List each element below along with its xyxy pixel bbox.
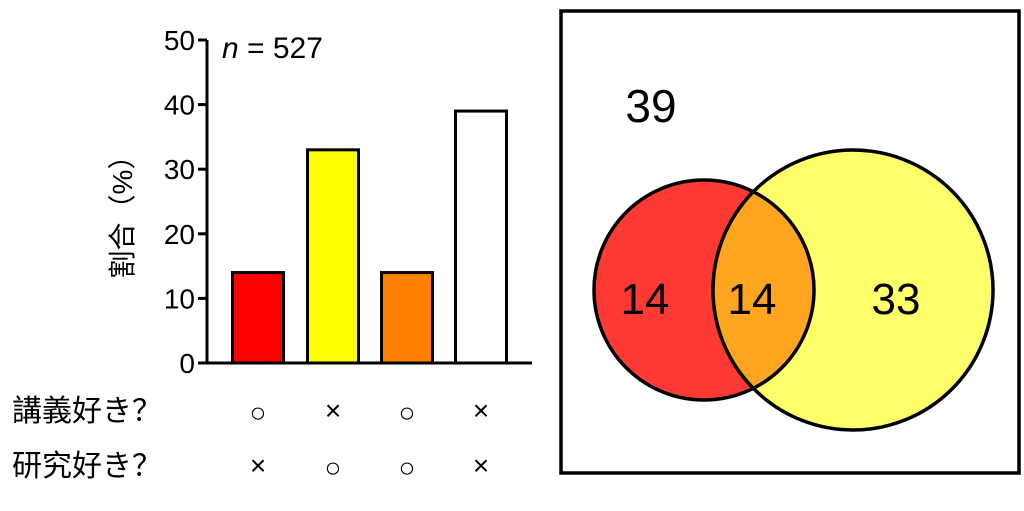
research-only-count: 33 <box>872 275 921 324</box>
n-symbol: n <box>222 32 239 65</box>
overlap-count: 14 <box>728 275 777 324</box>
y-tick-label: 30 <box>164 154 195 185</box>
circle-mark: ○ <box>325 452 342 483</box>
sample-size-label: n = 527 <box>222 32 323 65</box>
bar-2 <box>306 148 360 365</box>
lecture-circle-outline <box>592 178 816 402</box>
y-tick-label: 20 <box>164 219 195 250</box>
cross-mark: × <box>473 450 489 481</box>
category-rows: 講義好き？ ○ × ○ × 研究好き？ × ○ ○ × <box>12 395 489 483</box>
venn-diagram: 39 14 14 33 <box>559 9 1021 475</box>
cross-mark: × <box>250 450 266 481</box>
circle-mark: ○ <box>399 397 416 428</box>
bars <box>231 109 508 365</box>
row-label-1: 講義好き？ <box>12 395 162 428</box>
cross-mark: × <box>473 395 489 426</box>
outside-count: 39 <box>625 80 676 132</box>
row-label-2: 研究好き？ <box>12 450 162 483</box>
bar-4 <box>454 109 508 365</box>
y-axis-label: 割合（%） <box>107 142 138 279</box>
y-tick-label: 50 <box>164 25 195 56</box>
y-tick-label: 0 <box>179 348 195 379</box>
y-ticks: 0 10 20 30 40 50 <box>164 25 207 379</box>
overlap-region <box>713 180 814 400</box>
y-tick-label: 10 <box>164 283 195 314</box>
circle-mark: ○ <box>250 397 267 428</box>
y-tick-label: 40 <box>164 90 195 121</box>
n-value: = 527 <box>239 32 323 65</box>
bar-1 <box>231 271 285 365</box>
cross-mark: × <box>325 395 341 426</box>
lecture-only-count: 14 <box>621 275 670 324</box>
research-circle-outline <box>711 148 995 432</box>
bar-chart: 0 10 20 30 40 50 n = 527 割合（%） 講義好き？ ○ × ○ × 研究好き？… <box>12 25 532 483</box>
bar-3 <box>380 271 434 365</box>
circle-mark: ○ <box>399 452 416 483</box>
